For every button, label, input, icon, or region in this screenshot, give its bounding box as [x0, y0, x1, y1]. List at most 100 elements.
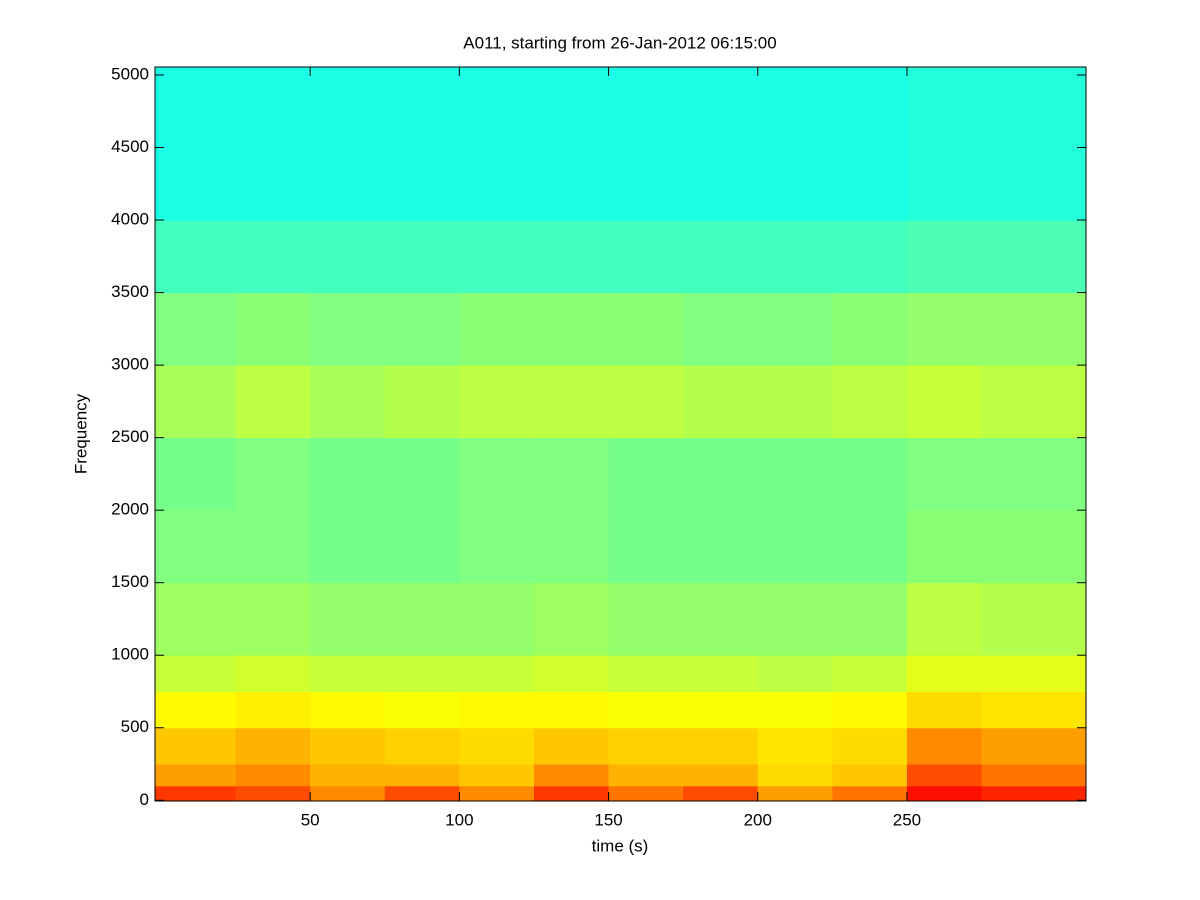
- heatmap-cell: [683, 691, 759, 729]
- heatmap-cell: [608, 691, 684, 729]
- heatmap-cell: [155, 727, 237, 765]
- heatmap-cell: [906, 365, 983, 439]
- heatmap-cell: [608, 365, 684, 439]
- heatmap-cell: [235, 582, 311, 656]
- heatmap-cell: [757, 365, 833, 439]
- heatmap-cell: [459, 510, 535, 584]
- heatmap-cell: [459, 582, 535, 656]
- heatmap-cell: [832, 764, 908, 787]
- heatmap-cell: [832, 582, 908, 656]
- heatmap-cell: [832, 655, 908, 692]
- y-tick-label: 3500: [111, 282, 149, 301]
- heatmap-cell: [459, 655, 535, 692]
- heatmap-cell: [608, 785, 684, 802]
- heatmap-cell: [981, 785, 1087, 802]
- heatmap-cell: [981, 582, 1087, 656]
- y-tick-label: 1000: [111, 645, 149, 664]
- heatmap-cell: [981, 292, 1087, 366]
- heatmap-cell: [155, 437, 237, 511]
- heatmap-cell: [683, 67, 759, 221]
- heatmap-cell: [683, 220, 759, 294]
- heatmap-cell: [981, 220, 1087, 294]
- y-tick-label: 2000: [111, 500, 149, 519]
- heatmap-cell: [310, 292, 386, 366]
- heatmap-cell: [981, 510, 1087, 584]
- heatmap-cell: [757, 220, 833, 294]
- heatmap-cell: [533, 764, 610, 787]
- heatmap-cell: [310, 510, 386, 584]
- heatmap-cell: [906, 655, 983, 692]
- heatmap-cell: [832, 691, 908, 729]
- heatmap-cell: [533, 785, 610, 802]
- heatmap-cell: [683, 437, 759, 511]
- heatmap-cell: [533, 655, 610, 692]
- y-tick-label: 3000: [111, 355, 149, 374]
- heatmap-cell: [533, 220, 610, 294]
- heatmap-cell: [533, 582, 610, 656]
- heatmap-cell: [832, 67, 908, 221]
- heatmap-cell: [310, 437, 386, 511]
- heatmap-cell: [533, 292, 610, 366]
- heatmap-cell: [459, 67, 535, 221]
- heatmap-cell: [683, 727, 759, 765]
- heatmap-cell: [757, 691, 833, 729]
- x-tick-label: 50: [301, 810, 320, 829]
- heatmap-cell: [459, 365, 535, 439]
- heatmap-cell: [384, 67, 460, 221]
- heatmap-cell: [155, 691, 237, 729]
- heatmap-cell: [608, 655, 684, 692]
- heatmap-cell: [310, 220, 386, 294]
- heatmap-cell: [155, 292, 237, 366]
- heatmap-cell: [384, 292, 460, 366]
- heatmap-cell: [906, 292, 983, 366]
- x-tick-label: 100: [445, 810, 473, 829]
- heatmap-cell: [608, 727, 684, 765]
- x-tick-label: 250: [893, 810, 921, 829]
- heatmap-cell: [235, 655, 311, 692]
- heatmap-cell: [757, 510, 833, 584]
- heatmap-cell: [533, 510, 610, 584]
- heatmap-cell: [155, 67, 237, 221]
- x-tick-label: 200: [744, 810, 772, 829]
- heatmap-cell: [310, 691, 386, 729]
- heatmap-cell: [981, 764, 1087, 787]
- heatmap-cell: [906, 437, 983, 511]
- heatmap-cell: [981, 655, 1087, 692]
- heatmap-cell: [459, 437, 535, 511]
- heatmap-cell: [384, 220, 460, 294]
- heatmap-cell: [384, 510, 460, 584]
- heatmap-cell: [757, 582, 833, 656]
- heatmap-cell: [906, 727, 983, 765]
- heatmap-cell: [155, 510, 237, 584]
- y-tick-label: 4500: [111, 137, 149, 156]
- heatmap-cell: [832, 365, 908, 439]
- heatmap-cell: [906, 785, 983, 802]
- heatmap-cell: [906, 67, 983, 221]
- heatmap-cell: [757, 655, 833, 692]
- heatmap-cell: [459, 220, 535, 294]
- heatmap-cell: [683, 292, 759, 366]
- y-tick-label: 500: [121, 717, 149, 736]
- x-tick-label: 150: [594, 810, 622, 829]
- heatmap-cell: [384, 582, 460, 656]
- plot-frame: [154, 66, 1087, 802]
- heatmap-cell: [310, 655, 386, 692]
- heatmap-cell: [155, 365, 237, 439]
- heatmap-cell: [384, 785, 460, 802]
- heatmap-cell: [608, 292, 684, 366]
- heatmap-cell: [235, 510, 311, 584]
- heatmap-cell: [832, 510, 908, 584]
- heatmap: [155, 67, 1087, 802]
- heatmap-cell: [683, 510, 759, 584]
- heatmap-cell: [459, 292, 535, 366]
- heatmap-cell: [310, 365, 386, 439]
- heatmap-cell: [384, 655, 460, 692]
- heatmap-cell: [981, 67, 1087, 221]
- heatmap-cell: [683, 785, 759, 802]
- heatmap-cell: [757, 437, 833, 511]
- heatmap-cell: [683, 582, 759, 656]
- heatmap-cell: [906, 582, 983, 656]
- heatmap-cell: [757, 67, 833, 221]
- heatmap-cell: [384, 764, 460, 787]
